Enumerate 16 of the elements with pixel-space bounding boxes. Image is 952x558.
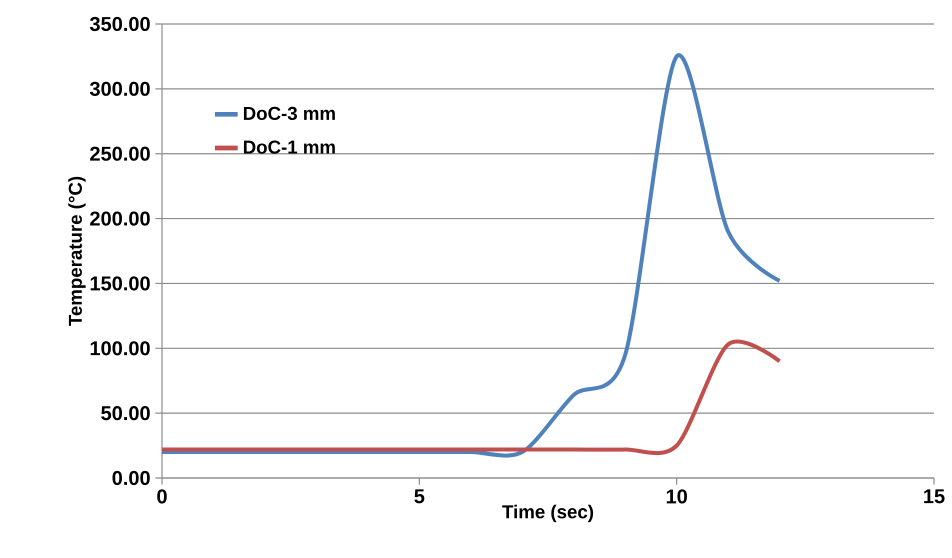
x-tick-label: 15 [924,489,945,504]
legend-label: DoC-1 mm [244,140,335,154]
x-axis-title: Time (sec) [502,504,594,522]
x-tick-label: 0 [157,489,167,504]
y-tick-label: 250.00 [90,146,150,161]
x-tick-label: 5 [414,489,424,504]
y-tick-label: 150.00 [90,276,150,290]
y-axis-title: Temperature (°C) [68,176,86,326]
y-tick-label: 200.00 [90,211,150,226]
y-tick-label: 300.00 [90,82,150,96]
y-tick-label: 100.00 [90,341,150,356]
legend-label: DoC-3 mm [244,106,335,120]
x-tick-label: 10 [666,489,687,504]
y-tick-label: 350.00 [90,16,150,32]
y-tick-label: 0.00 [112,470,150,486]
y-tick-label: 50.00 [101,406,150,420]
